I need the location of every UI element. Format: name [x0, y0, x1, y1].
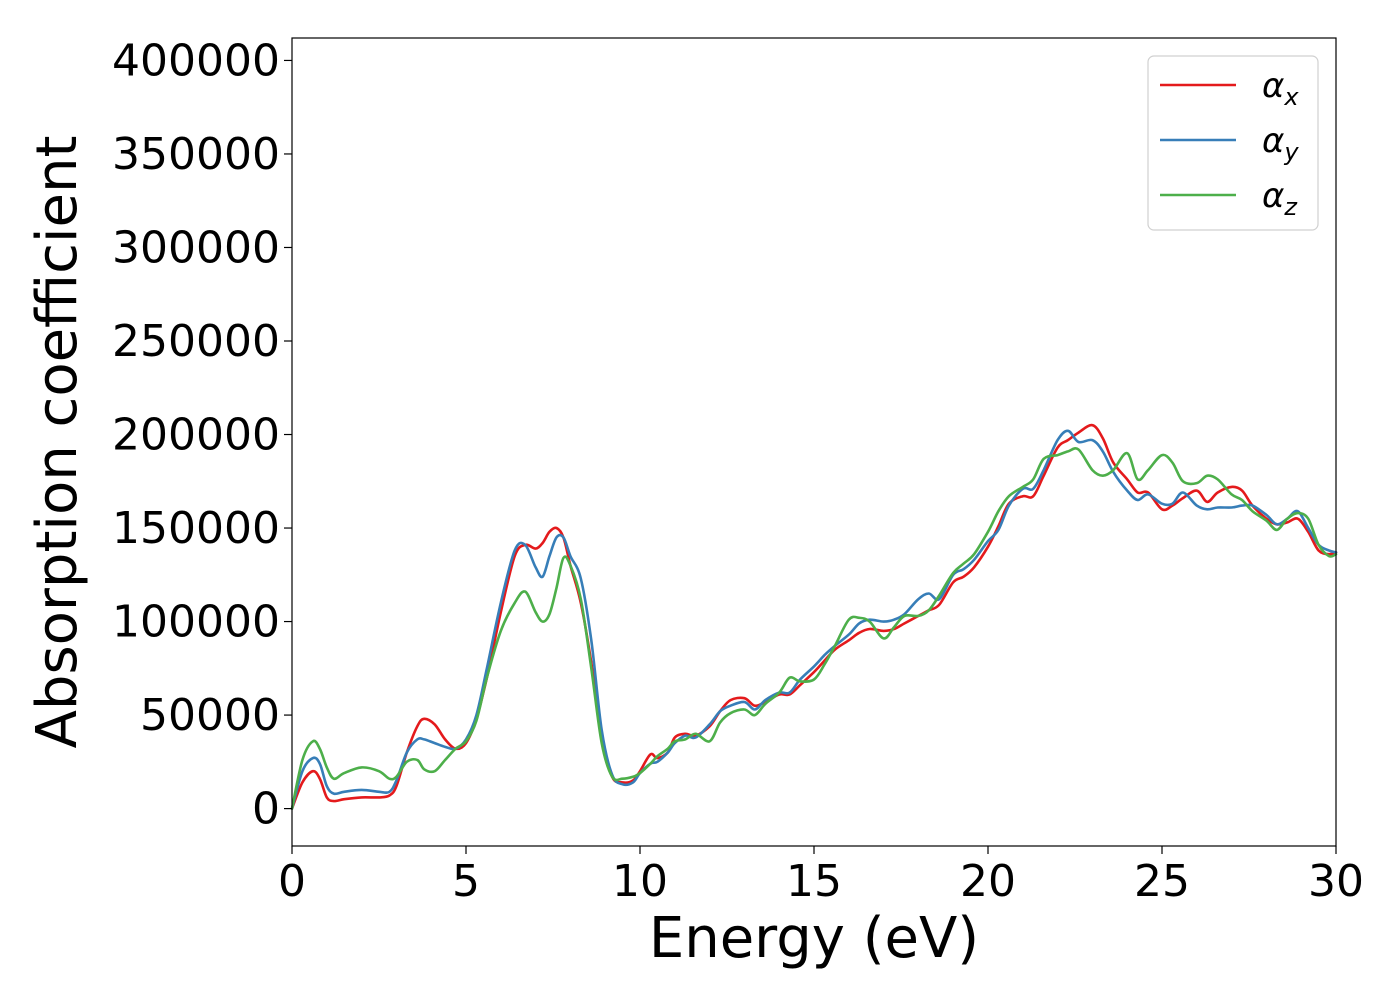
y-tick-label: 350000	[112, 129, 280, 180]
legend-label-x: αx	[1262, 66, 1299, 111]
y-tick-label: 0	[252, 784, 280, 835]
x-tick-label: 25	[1134, 856, 1190, 907]
x-tick-label: 10	[612, 856, 668, 907]
y-tick-label: 400000	[112, 35, 280, 86]
x-tick-label: 30	[1308, 856, 1364, 907]
y-tick-label: 200000	[112, 410, 280, 461]
legend-label-z: αz	[1262, 176, 1298, 221]
y-tick-label: 50000	[140, 690, 280, 741]
y-tick-label: 150000	[112, 503, 280, 554]
y-tick-label: 250000	[112, 316, 280, 367]
x-tick-label: 5	[452, 856, 480, 907]
x-tick-label: 0	[278, 856, 306, 907]
legend-label-y: αy	[1262, 121, 1299, 166]
y-axis-label: Absorption coefficient	[25, 136, 90, 749]
legend: αx αy αz	[1147, 55, 1319, 231]
x-tick-label: 20	[960, 856, 1016, 907]
y-tick-label: 300000	[112, 222, 280, 273]
y-axis-ticks: 0 50000 100000 150000 200000 250000 300000 3500…	[112, 35, 292, 835]
series-line-z	[290, 447, 1338, 810]
x-axis-ticks: 0 5 10 15 20 25 30	[278, 846, 1364, 907]
y-tick-label: 100000	[112, 597, 280, 648]
x-tick-label: 15	[786, 856, 842, 907]
series-layer	[290, 423, 1338, 810]
x-axis-label: Energy (eV)	[649, 906, 979, 971]
legend-box	[1147, 55, 1319, 231]
